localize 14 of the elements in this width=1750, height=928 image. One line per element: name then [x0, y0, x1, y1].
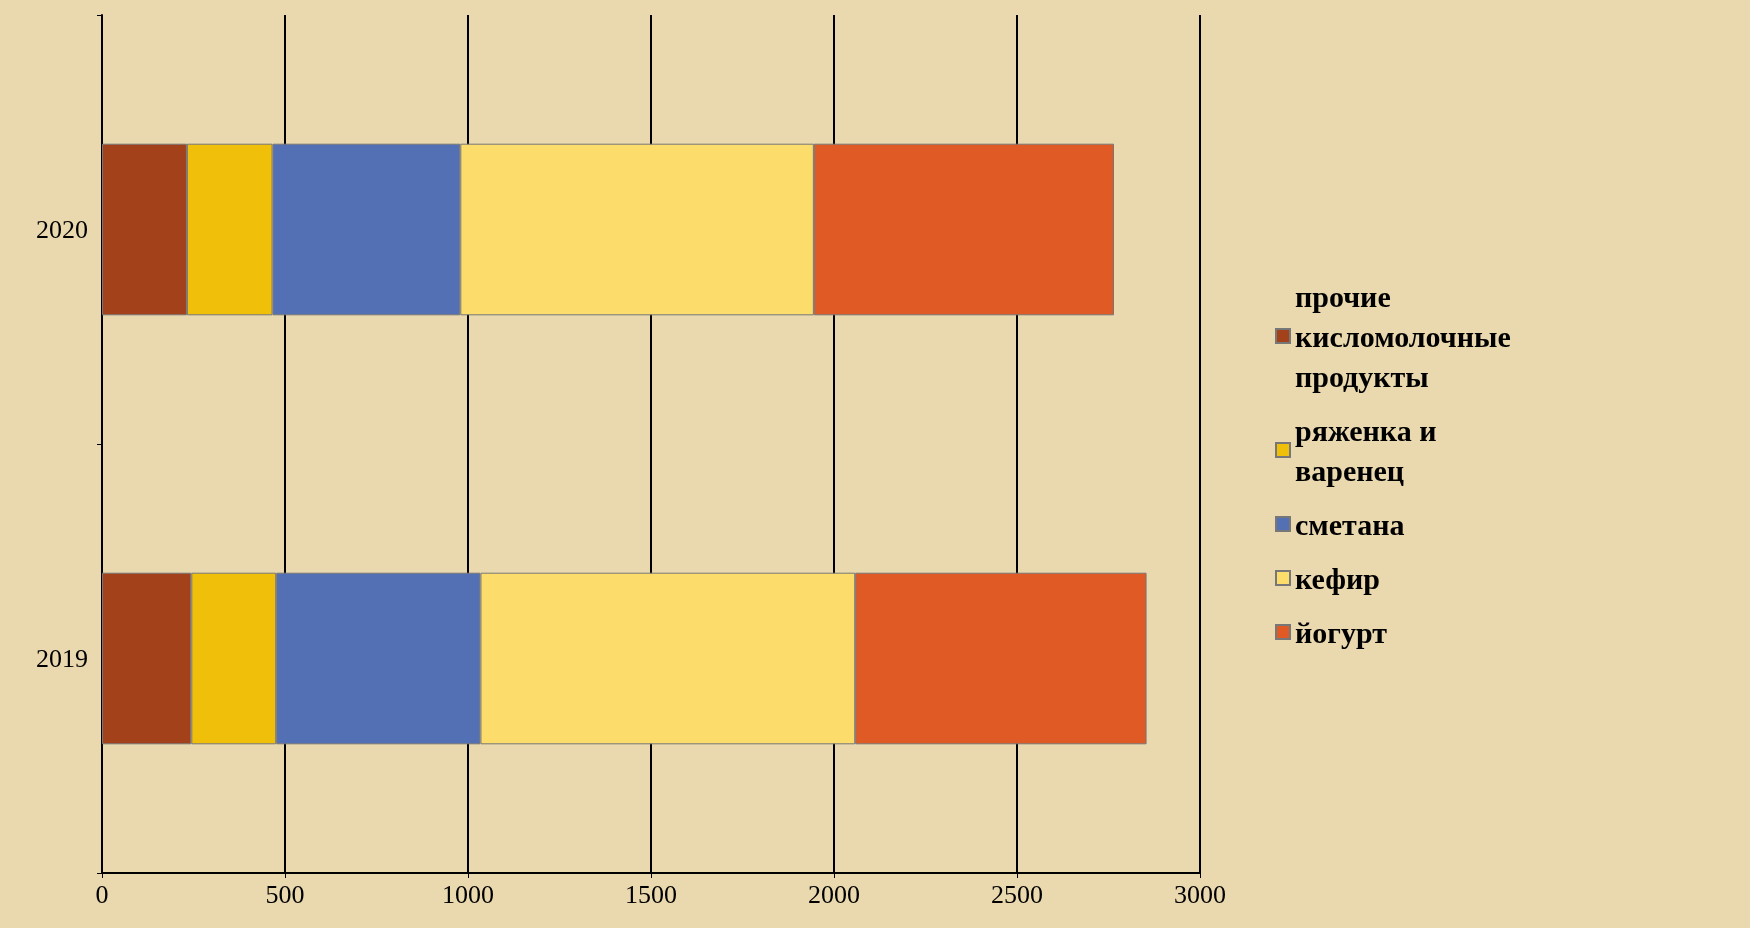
y-tick-label: 2020: [36, 215, 88, 244]
y-tick-label: 2019: [36, 644, 88, 673]
legend-label: кефир: [1295, 561, 1380, 595]
x-tick-label: 1500: [625, 879, 677, 909]
x-tick-label: 500: [265, 879, 305, 909]
legend-label: йогурт: [1295, 615, 1388, 649]
x-tick-label: 0: [95, 879, 109, 909]
x-tick-label: 2500: [991, 879, 1043, 909]
legend-label: ряженка и варенец: [1295, 413, 1444, 487]
legend-label: прочие кисломолочные продукты: [1295, 279, 1519, 393]
legend-label: сметана: [1295, 507, 1405, 541]
x-tick-label: 3000: [1174, 879, 1226, 909]
x-tick-label: 2000: [808, 879, 860, 909]
x-tick-label: 1000: [442, 879, 494, 909]
